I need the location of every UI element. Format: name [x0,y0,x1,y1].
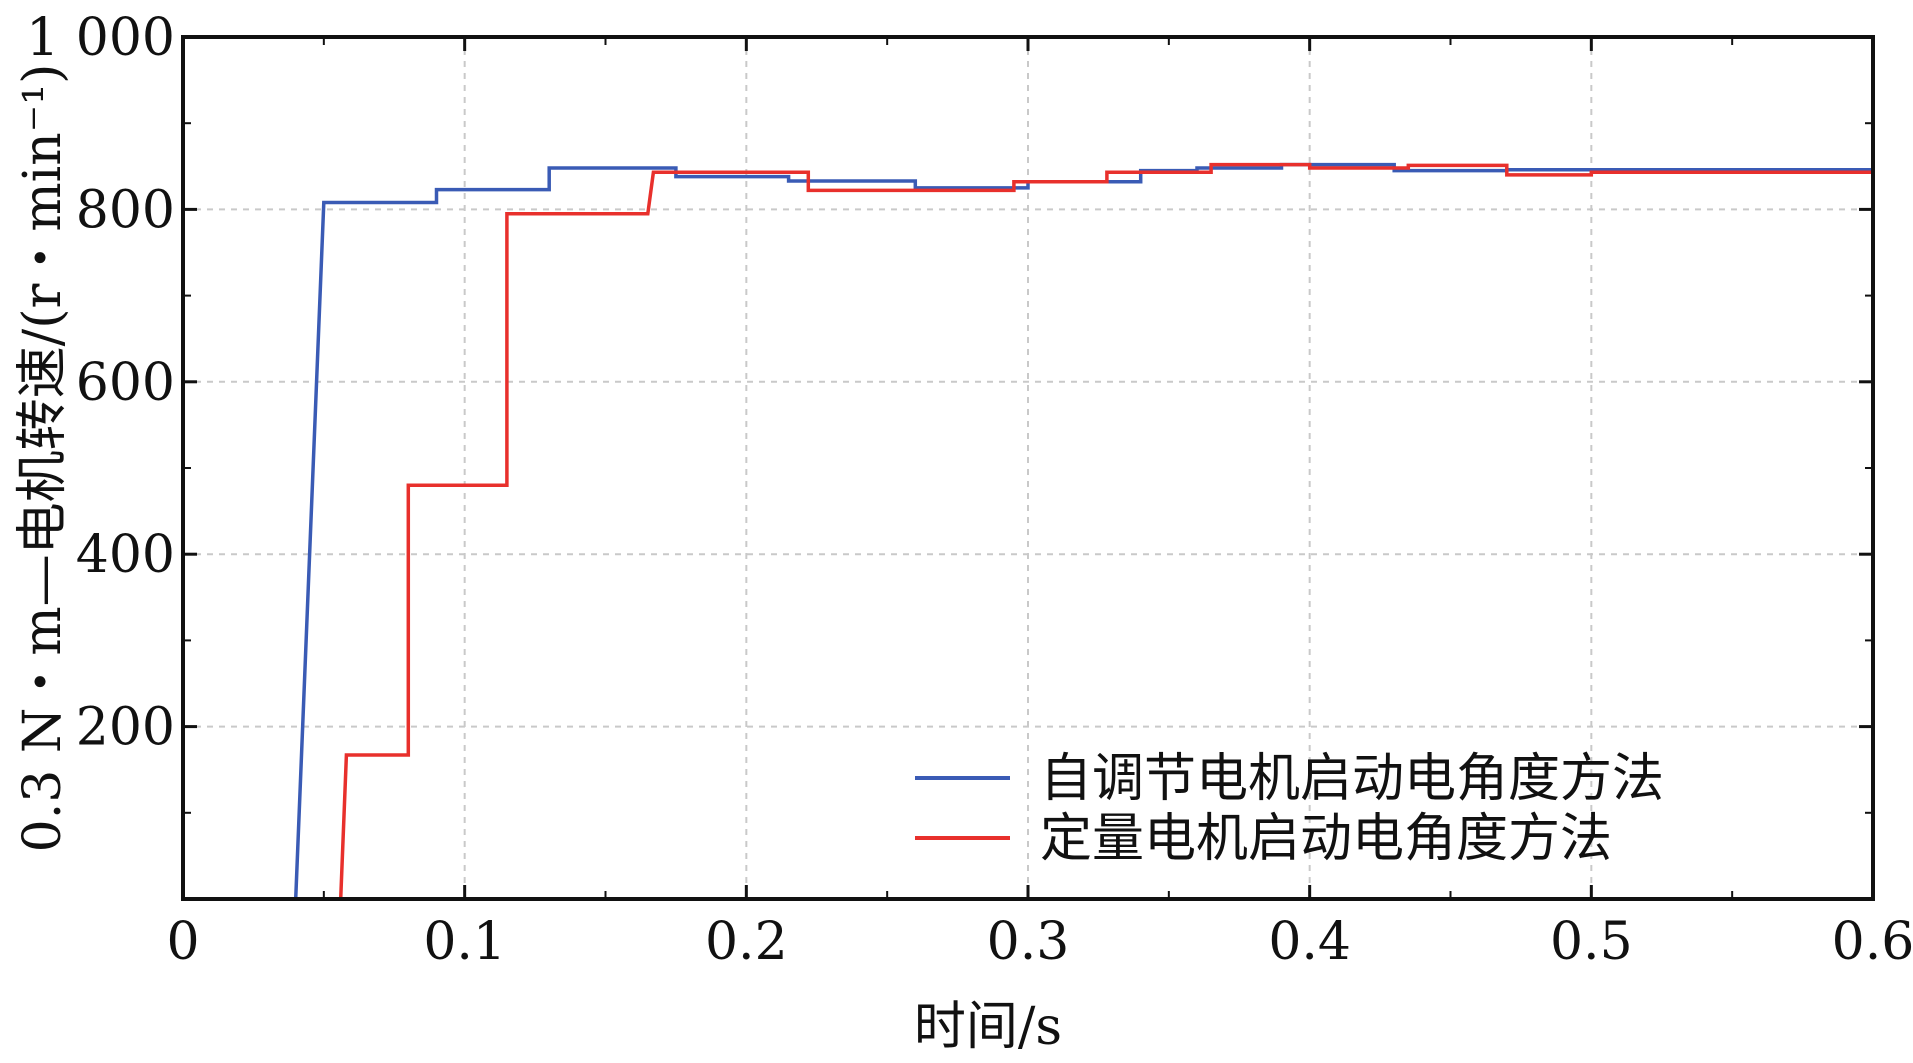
x-tick-label: 0.6 [1832,912,1913,972]
plot-frame [181,35,1875,901]
legend-label-2: 定量电机启动电角度方法 [1040,809,1612,869]
y-tick-label: 1 000 [26,8,175,68]
y-tick-label: 600 [76,353,175,413]
y-tick-labels: 200 400 600 800 1 000 [26,8,175,758]
x-tick-label: 0 [166,912,199,972]
y-tick-label: 200 [76,698,175,758]
x-tick-label: 0.4 [1268,912,1351,972]
x-tick-label: 0.2 [705,912,788,972]
y-axis-title: 0.3 N・m—电机转速/(r・min⁻¹) [13,64,73,853]
x-tick-labels: 0 0.1 0.2 0.3 0.4 0.5 0.6 [166,912,1913,972]
y-tick-label: 800 [76,180,175,240]
grid-lines [183,37,1873,899]
y-tick-label: 400 [76,525,175,585]
x-tick-label: 0.1 [423,912,506,972]
legend-label-1: 自调节电机启动电角度方法 [1040,749,1664,809]
x-axis-title: 时间/s [914,997,1062,1057]
x-tick-label: 0.5 [1550,912,1633,972]
series-layer [183,162,1873,901]
x-tick-label: 0.3 [987,912,1070,972]
series-line-2 [183,162,1873,901]
